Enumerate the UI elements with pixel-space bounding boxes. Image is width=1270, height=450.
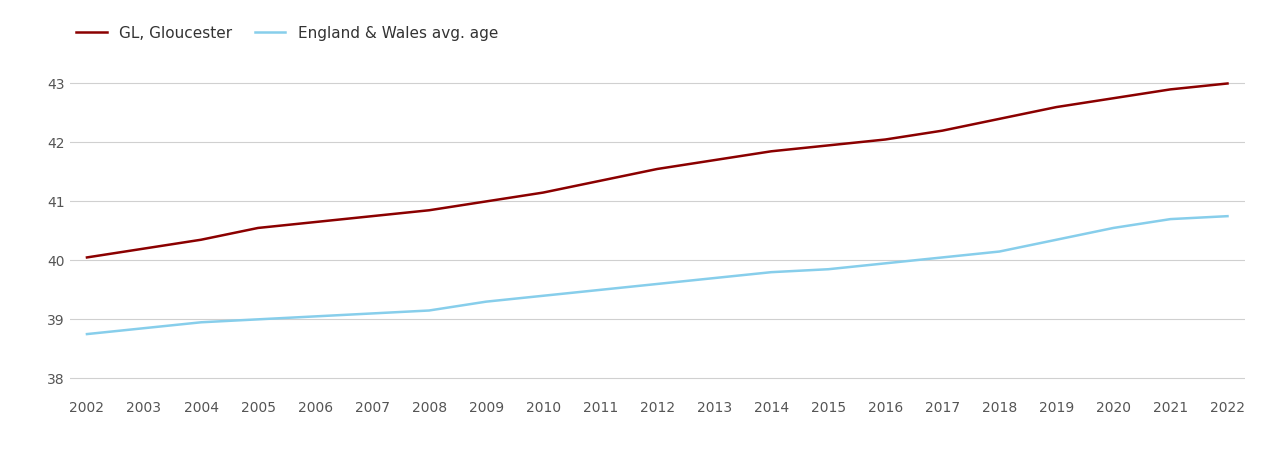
- England & Wales avg. age: [479, 299, 494, 304]
- England & Wales avg. age: [193, 320, 208, 325]
- GL, Gloucester: [820, 143, 836, 148]
- GL, Gloucester: [307, 219, 323, 225]
- GL, Gloucester: [136, 246, 151, 251]
- England & Wales avg. age: [136, 325, 151, 331]
- England & Wales avg. age: [79, 331, 94, 337]
- GL, Gloucester: [1163, 87, 1179, 92]
- England & Wales avg. age: [250, 317, 265, 322]
- GL, Gloucester: [878, 137, 893, 142]
- GL, Gloucester: [706, 158, 721, 163]
- England & Wales avg. age: [706, 275, 721, 281]
- GL, Gloucester: [992, 116, 1007, 122]
- England & Wales avg. age: [536, 293, 551, 298]
- GL, Gloucester: [479, 199, 494, 204]
- GL, Gloucester: [650, 166, 665, 172]
- GL, Gloucester: [364, 213, 380, 219]
- England & Wales avg. age: [593, 287, 608, 292]
- England & Wales avg. age: [935, 255, 950, 260]
- GL, Gloucester: [1049, 104, 1064, 110]
- England & Wales avg. age: [878, 261, 893, 266]
- GL, Gloucester: [593, 178, 608, 184]
- England & Wales avg. age: [364, 311, 380, 316]
- Line: England & Wales avg. age: England & Wales avg. age: [86, 216, 1228, 334]
- GL, Gloucester: [193, 237, 208, 243]
- Line: GL, Gloucester: GL, Gloucester: [86, 84, 1228, 257]
- GL, Gloucester: [250, 225, 265, 231]
- England & Wales avg. age: [992, 249, 1007, 254]
- GL, Gloucester: [536, 190, 551, 195]
- GL, Gloucester: [1106, 95, 1121, 101]
- GL, Gloucester: [935, 128, 950, 133]
- GL, Gloucester: [79, 255, 94, 260]
- England & Wales avg. age: [820, 266, 836, 272]
- England & Wales avg. age: [307, 314, 323, 319]
- England & Wales avg. age: [422, 308, 437, 313]
- England & Wales avg. age: [763, 270, 779, 275]
- Legend: GL, Gloucester, England & Wales avg. age: GL, Gloucester, England & Wales avg. age: [70, 20, 504, 47]
- GL, Gloucester: [763, 148, 779, 154]
- GL, Gloucester: [1220, 81, 1236, 86]
- England & Wales avg. age: [1220, 213, 1236, 219]
- England & Wales avg. age: [1049, 237, 1064, 243]
- England & Wales avg. age: [1106, 225, 1121, 231]
- GL, Gloucester: [422, 207, 437, 213]
- England & Wales avg. age: [650, 281, 665, 287]
- England & Wales avg. age: [1163, 216, 1179, 222]
